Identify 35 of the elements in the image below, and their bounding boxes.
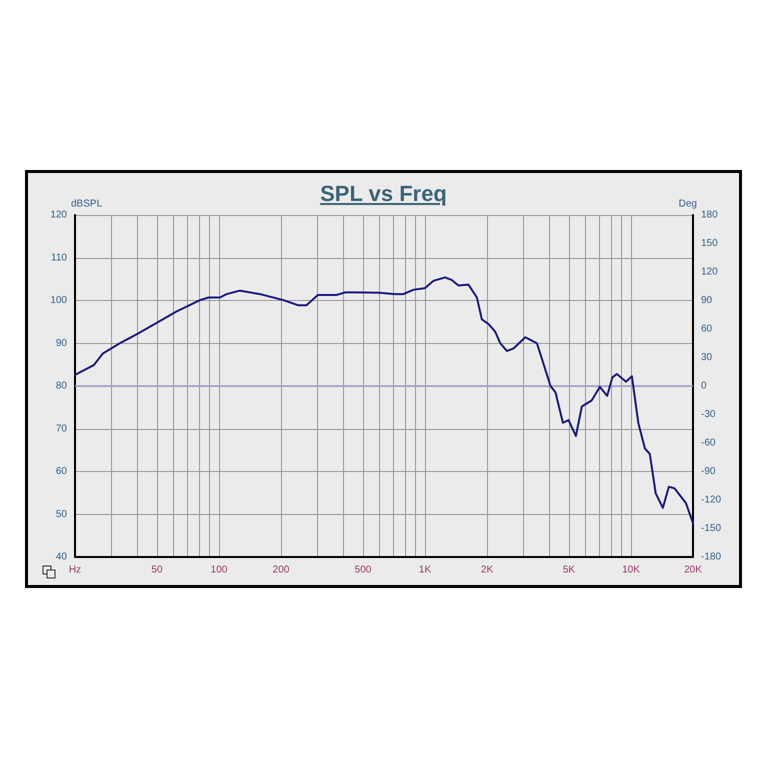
y2-tick-label: 90 [701, 295, 713, 306]
chart-title: SPL vs Freq [320, 181, 447, 206]
y-tick-label: 110 [51, 252, 68, 264]
y-tick-label: 70 [56, 423, 68, 434]
x-tick-label: 100 [210, 564, 228, 576]
x-tick-label: 200 [272, 564, 290, 576]
y2-axis-title: Deg [678, 198, 697, 210]
x-tick-label: Hz [68, 564, 82, 576]
y2-tick-label: 0 [701, 380, 707, 392]
y2-tick-label: -60 [701, 438, 716, 448]
y2-tick-label: -120 [701, 494, 722, 506]
x-tick-label: 20K [684, 564, 702, 576]
y-tick-label: 90 [56, 338, 68, 349]
x-tick-label: 2K [480, 564, 494, 576]
x-tick-label: 10K [622, 564, 640, 576]
y-tick-label: 80 [56, 380, 68, 392]
y2-tick-label: 60 [701, 324, 713, 334]
x-tick-label: 1K [418, 564, 432, 576]
y-tick-label: 100 [50, 295, 68, 306]
y2-tick-label: 180 [701, 210, 718, 220]
y-tick-label: 120 [50, 210, 68, 220]
y2-tick-label: 120 [701, 266, 718, 278]
x-tick-label: 5K [562, 564, 576, 576]
y2-tick-label: -150 [701, 523, 722, 534]
x-tick-label: 50 [151, 564, 163, 576]
y2-tick-label: -30 [701, 409, 716, 420]
y-axis-title: dBSPL [71, 198, 103, 210]
x-tick-label: 500 [354, 564, 372, 576]
y2-tick-label: -90 [701, 466, 716, 477]
y2-tick-label: 150 [701, 238, 718, 249]
y-tick-label: 60 [56, 466, 68, 477]
y-tick-label: 50 [56, 508, 68, 520]
y2-tick-label: 30 [701, 352, 713, 363]
y2-tick-label: -180 [701, 552, 722, 562]
y-tick-label: 40 [56, 552, 68, 562]
